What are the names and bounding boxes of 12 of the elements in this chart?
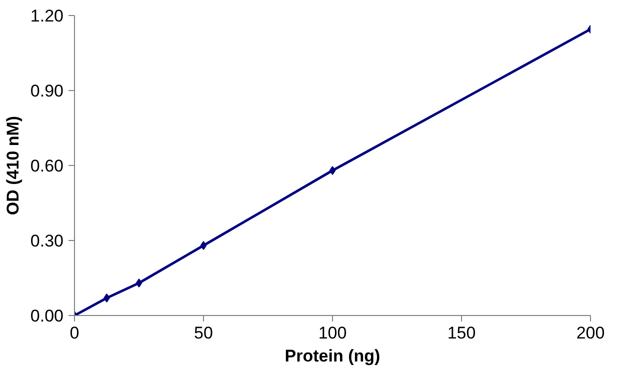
y-tick-label: 0.90 bbox=[30, 82, 64, 100]
y-tick-label: 0.00 bbox=[30, 306, 64, 326]
x-tick-label: 50 bbox=[194, 324, 213, 342]
x-tick-label: 100 bbox=[318, 324, 347, 342]
x-tick-label: 150 bbox=[447, 324, 476, 342]
x-axis-title: Protein (ng) bbox=[284, 346, 380, 366]
x-tick-label: 200 bbox=[576, 324, 605, 342]
y-tick-label: 0.60 bbox=[30, 156, 64, 176]
y-tick-label: 1.20 bbox=[30, 6, 64, 26]
y-axis-title: OD (410 nM) bbox=[3, 116, 22, 216]
x-tick-label: 0 bbox=[70, 324, 80, 342]
y-tick-label: 0.30 bbox=[30, 232, 64, 250]
